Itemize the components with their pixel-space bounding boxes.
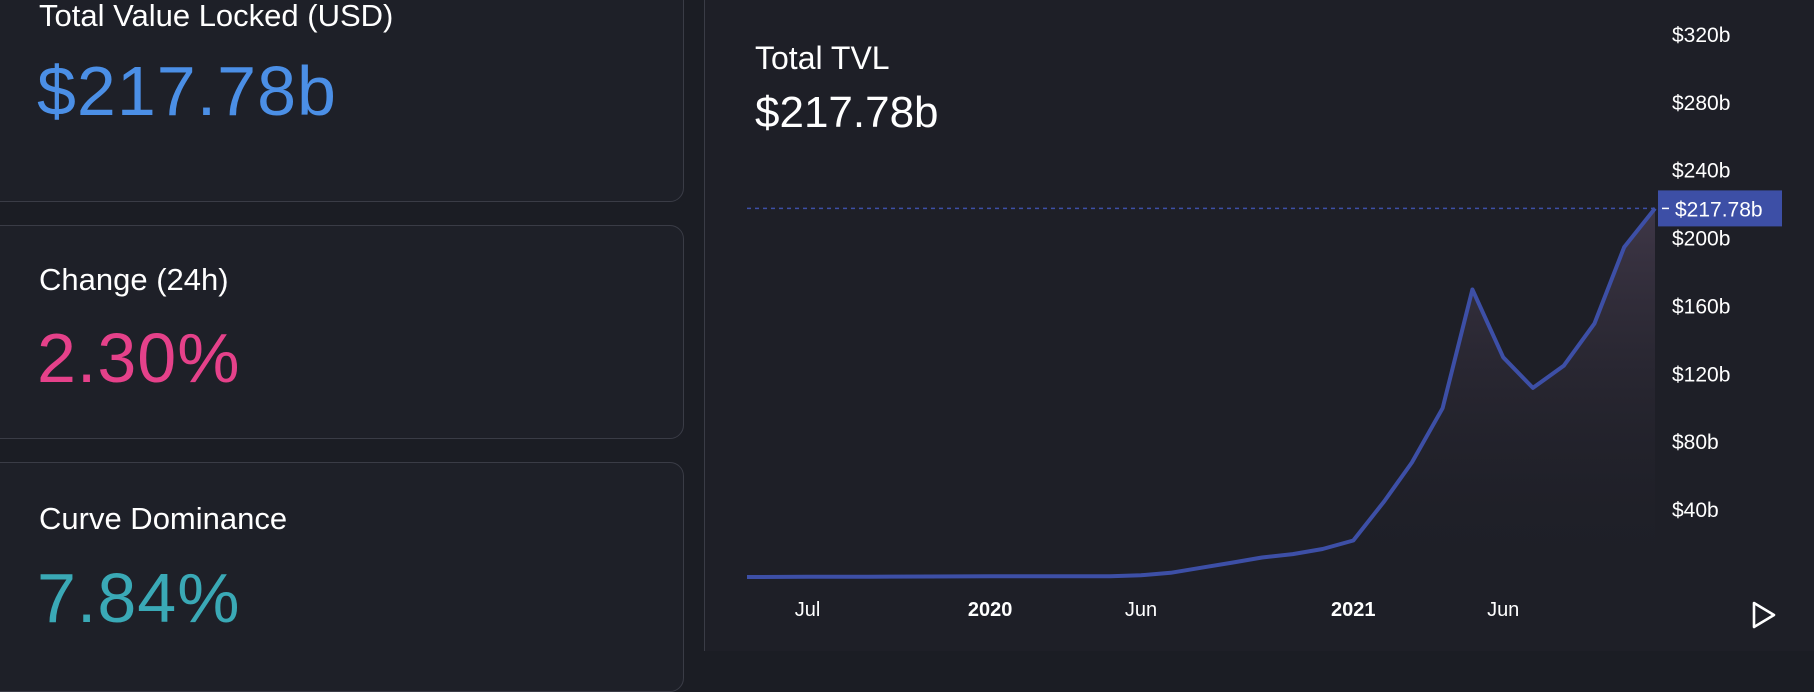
y-tick-label: $200b	[1672, 228, 1730, 251]
dominance-value: 7.84%	[37, 559, 241, 637]
x-tick-label: 2020	[968, 599, 1013, 621]
panel-divider	[704, 0, 705, 651]
chart-title: Total TVL	[755, 40, 890, 76]
change-card: Change (24h) 2.30%	[0, 225, 684, 439]
y-tick-label: $280b	[1672, 92, 1730, 115]
tvl-value: $217.78b	[37, 52, 337, 130]
tvl-area	[747, 208, 1655, 578]
y-tick-label: $160b	[1672, 295, 1730, 318]
tvl-card: Total Value Locked (USD) $217.78b	[0, 0, 684, 202]
play-icon[interactable]	[1750, 600, 1778, 630]
current-value-label: $217.78b	[1675, 198, 1763, 221]
x-tick-label: Jun	[1125, 599, 1157, 621]
x-tick-label: Jul	[795, 599, 821, 621]
tvl-chart[interactable]: $40b $80b $120b $160b $200b $240b $280b $320b J…	[705, 0, 1814, 651]
tvl-series-line	[746, 207, 1657, 579]
chart-value: $217.78b	[755, 88, 939, 137]
y-tick-label: $120b	[1672, 363, 1730, 386]
current-value-badge	[1658, 190, 1782, 227]
y-tick-label: $320b	[1672, 24, 1730, 47]
x-tick-label: Jun	[1487, 599, 1519, 621]
y-tick-label: $40b	[1672, 499, 1719, 522]
tvl-label: Total Value Locked (USD)	[39, 0, 394, 33]
dominance-card: Curve Dominance 7.84%	[0, 462, 684, 692]
y-tick-label: $240b	[1672, 160, 1730, 183]
y-tick-label: $80b	[1672, 431, 1719, 454]
x-tick-label: 2021	[1331, 599, 1376, 621]
change-label: Change (24h)	[39, 262, 229, 297]
change-value: 2.30%	[37, 319, 241, 397]
tvl-chart-panel: Total TVL $217.78b $40b $80b $120b $160b $20…	[705, 0, 1814, 651]
dominance-label: Curve Dominance	[39, 501, 288, 536]
